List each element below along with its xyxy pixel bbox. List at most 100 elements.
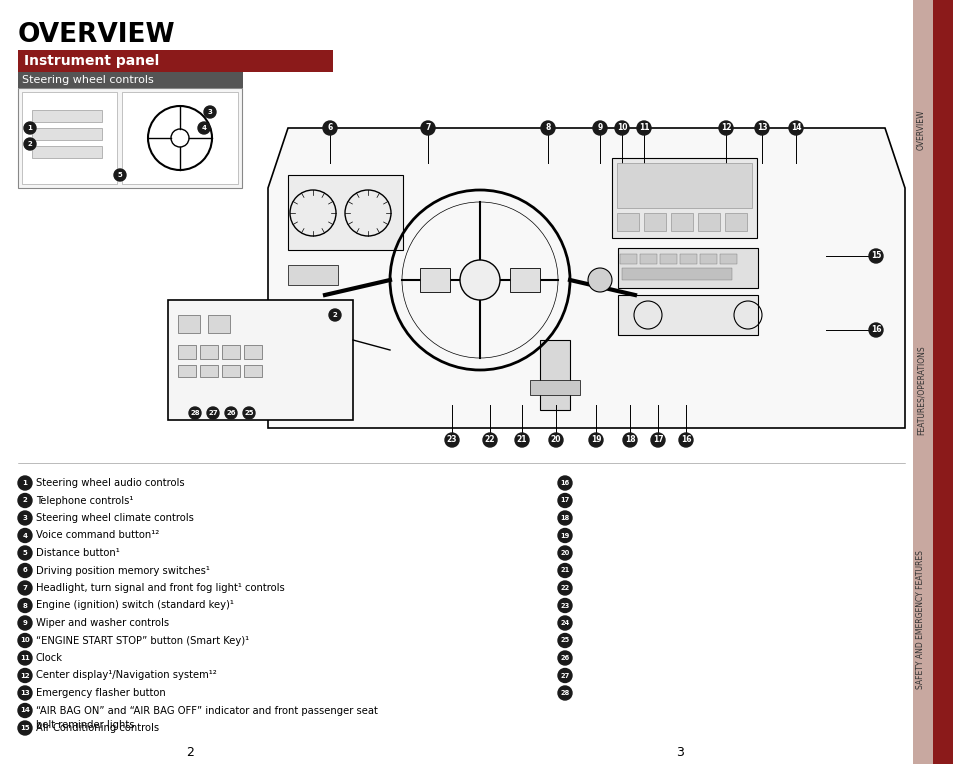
Text: “AIR BAG ON” and “AIR BAG OFF” indicator and front passenger seat: “AIR BAG ON” and “AIR BAG OFF” indicator… xyxy=(36,705,377,716)
Text: 24: 24 xyxy=(559,620,569,626)
Circle shape xyxy=(719,121,732,135)
Circle shape xyxy=(558,529,572,542)
Circle shape xyxy=(622,433,637,447)
Text: 11: 11 xyxy=(639,124,649,132)
Bar xyxy=(32,110,102,122)
Circle shape xyxy=(18,546,32,560)
Text: 14: 14 xyxy=(790,124,801,132)
Text: 28: 28 xyxy=(190,410,199,416)
Bar xyxy=(178,365,195,377)
Circle shape xyxy=(788,121,802,135)
Circle shape xyxy=(18,494,32,507)
Bar xyxy=(32,128,102,140)
Circle shape xyxy=(225,407,236,419)
Bar xyxy=(670,213,692,231)
Circle shape xyxy=(679,433,692,447)
Text: Instrument panel: Instrument panel xyxy=(24,54,159,68)
Text: 10: 10 xyxy=(616,124,626,132)
Text: Steering wheel audio controls: Steering wheel audio controls xyxy=(36,478,185,488)
Text: 22: 22 xyxy=(484,435,495,445)
Bar xyxy=(912,0,932,764)
Text: 5: 5 xyxy=(23,550,28,556)
Text: 2: 2 xyxy=(333,312,337,318)
Text: Telephone controls¹: Telephone controls¹ xyxy=(36,496,133,506)
Bar xyxy=(222,365,240,377)
Bar xyxy=(619,254,637,264)
Circle shape xyxy=(18,651,32,665)
Bar xyxy=(700,254,717,264)
Text: 27: 27 xyxy=(559,672,569,678)
Bar xyxy=(32,146,102,158)
Text: 28: 28 xyxy=(559,690,569,696)
Bar xyxy=(539,340,569,410)
Circle shape xyxy=(18,529,32,542)
Text: 2: 2 xyxy=(28,141,32,147)
Circle shape xyxy=(18,616,32,630)
Circle shape xyxy=(420,121,435,135)
Text: Driving position memory switches¹: Driving position memory switches¹ xyxy=(36,565,210,575)
Text: 4: 4 xyxy=(201,125,206,131)
Text: “ENGINE START STOP” button (Smart Key)¹: “ENGINE START STOP” button (Smart Key)¹ xyxy=(36,636,249,646)
Circle shape xyxy=(18,564,32,578)
Text: 21: 21 xyxy=(559,568,569,574)
Circle shape xyxy=(558,633,572,648)
Circle shape xyxy=(558,598,572,613)
Circle shape xyxy=(548,433,562,447)
Text: OVERVIEW: OVERVIEW xyxy=(18,22,175,48)
Circle shape xyxy=(754,121,768,135)
Text: 20: 20 xyxy=(559,550,569,556)
Bar xyxy=(530,380,579,395)
Bar xyxy=(724,213,746,231)
Circle shape xyxy=(24,138,36,150)
Text: Voice command button¹²: Voice command button¹² xyxy=(36,530,159,540)
Text: 15: 15 xyxy=(870,251,881,261)
Circle shape xyxy=(587,268,612,292)
Circle shape xyxy=(18,476,32,490)
Circle shape xyxy=(18,581,32,595)
Text: 14: 14 xyxy=(20,707,30,714)
Circle shape xyxy=(637,121,650,135)
Text: Wiper and washer controls: Wiper and washer controls xyxy=(36,618,169,628)
Bar xyxy=(200,365,218,377)
Circle shape xyxy=(588,433,602,447)
Circle shape xyxy=(558,581,572,595)
Bar xyxy=(178,315,200,333)
Text: SAFETY AND EMERGENCY FEATURES: SAFETY AND EMERGENCY FEATURES xyxy=(916,551,924,689)
Text: 25: 25 xyxy=(244,410,253,416)
Text: 11: 11 xyxy=(20,655,30,661)
Circle shape xyxy=(323,121,336,135)
Text: FEATURES/OPERATIONS: FEATURES/OPERATIONS xyxy=(916,345,924,435)
Text: 12: 12 xyxy=(20,672,30,678)
Bar xyxy=(288,175,402,250)
Text: Steering wheel climate controls: Steering wheel climate controls xyxy=(36,513,193,523)
Text: 26: 26 xyxy=(559,655,569,661)
Text: 19: 19 xyxy=(590,435,600,445)
Text: 17: 17 xyxy=(652,435,662,445)
Circle shape xyxy=(558,564,572,578)
Bar xyxy=(720,254,737,264)
Bar xyxy=(618,295,758,335)
Text: 27: 27 xyxy=(208,410,217,416)
Circle shape xyxy=(444,433,458,447)
Circle shape xyxy=(558,651,572,665)
Circle shape xyxy=(24,122,36,134)
Text: OVERVIEW: OVERVIEW xyxy=(916,110,924,151)
Polygon shape xyxy=(268,128,904,428)
Circle shape xyxy=(459,260,499,300)
Text: 13: 13 xyxy=(756,124,766,132)
Bar xyxy=(617,213,639,231)
Text: 2: 2 xyxy=(186,746,193,759)
Bar xyxy=(18,72,243,88)
Bar xyxy=(617,163,751,208)
Text: 5: 5 xyxy=(117,172,122,178)
Bar xyxy=(639,254,657,264)
Bar xyxy=(168,300,353,420)
Bar xyxy=(932,0,953,764)
Text: 7: 7 xyxy=(425,124,430,132)
Text: 6: 6 xyxy=(327,124,333,132)
Circle shape xyxy=(558,511,572,525)
Bar xyxy=(244,345,262,359)
Circle shape xyxy=(868,323,882,337)
Bar xyxy=(643,213,665,231)
Bar xyxy=(621,268,731,280)
